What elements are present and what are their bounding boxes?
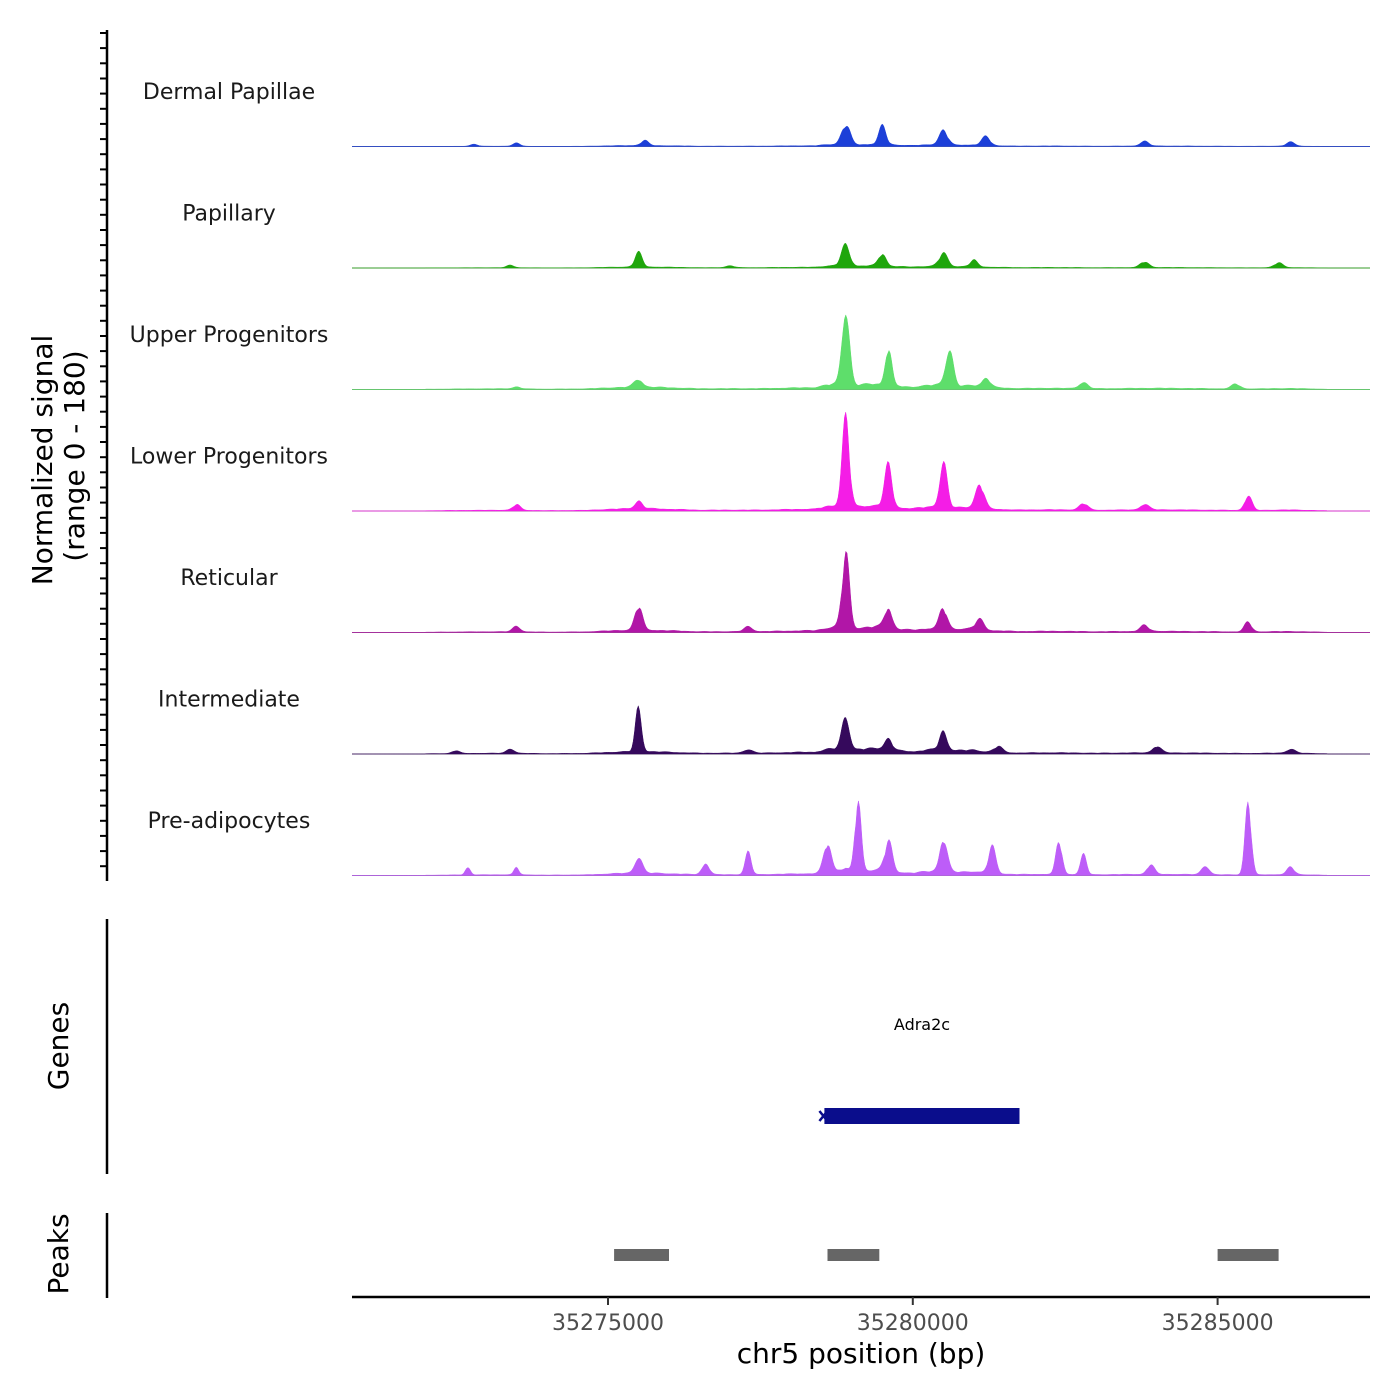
gene-strand-marker — [818, 1110, 829, 1122]
x-tick-label: 35285000 — [1162, 1311, 1274, 1336]
peaks-track-title: Peaks — [42, 1213, 75, 1294]
track-label: Papillary — [182, 202, 276, 227]
peaks-track — [614, 1249, 1279, 1261]
signal-track: Pre-adipocytes — [148, 800, 1370, 876]
x-tick-label: 35275000 — [552, 1311, 664, 1336]
y-axis-title: Normalized signal — [26, 335, 59, 586]
peak-region — [614, 1249, 669, 1261]
signal-area — [352, 550, 1370, 633]
signal-track: Lower Progenitors — [130, 412, 1370, 512]
gene-body — [824, 1108, 1020, 1124]
y-axis-subtitle: (range 0 - 180) — [58, 350, 91, 561]
signal-area — [352, 704, 1370, 755]
x-axis-ticks: 35275000 35280000 35285000 — [552, 1297, 1274, 1336]
signal-y-axis — [100, 30, 109, 881]
signal-track: Upper Progenitors — [130, 314, 1370, 390]
track-label: Intermediate — [158, 688, 300, 713]
signal-track: Intermediate — [158, 688, 1370, 755]
peak-region — [827, 1249, 880, 1261]
track-label: Dermal Papillae — [143, 80, 315, 105]
track-label: Lower Progenitors — [130, 445, 328, 470]
x-axis-title: chr5 position (bp) — [737, 1337, 986, 1370]
signal-track: Reticular — [180, 550, 1370, 633]
peak-region — [1217, 1249, 1279, 1261]
signal-area — [352, 800, 1370, 876]
x-tick-label: 35280000 — [857, 1311, 969, 1336]
track-label: Reticular — [180, 566, 278, 591]
gene-label: Adra2c — [894, 1015, 950, 1034]
genes-track: Adra2c — [818, 1015, 1020, 1124]
genes-track-title: Genes — [42, 1002, 75, 1090]
signal-area — [352, 412, 1370, 512]
signal-area — [352, 242, 1370, 269]
signal-tracks: Dermal Papillae Papillary Upper Progenitor… — [130, 80, 1370, 876]
signal-area — [352, 314, 1370, 390]
track-label: Pre-adipocytes — [148, 809, 311, 834]
signal-track: Dermal Papillae — [143, 80, 1370, 147]
signal-track: Papillary — [182, 202, 1370, 269]
signal-area — [352, 123, 1370, 147]
track-label: Upper Progenitors — [130, 323, 329, 348]
